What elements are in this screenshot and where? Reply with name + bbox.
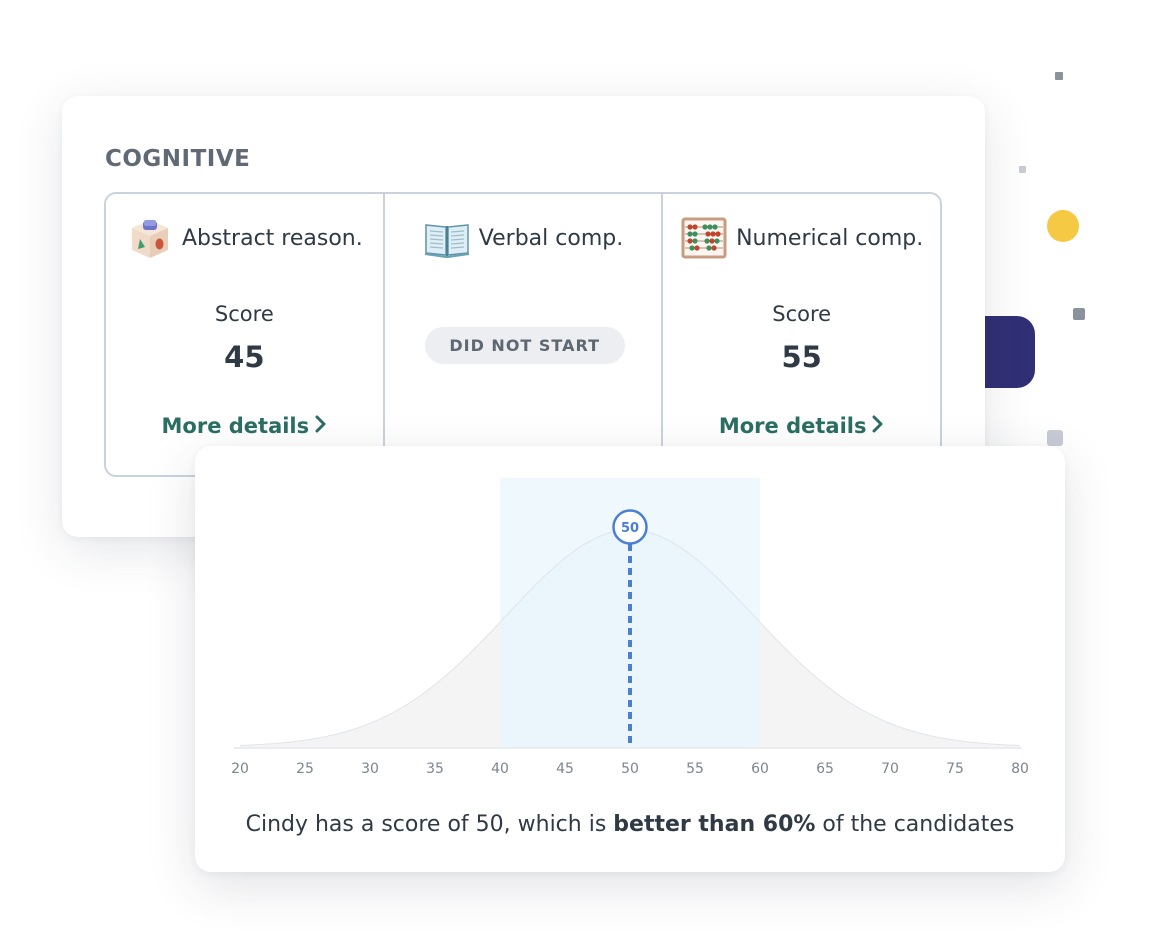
more-details-link[interactable]: More details <box>663 414 940 438</box>
x-tick-label: 20 <box>231 761 249 777</box>
result-caption: Cindy has a score of 50, which is better… <box>195 812 1065 837</box>
score-value: 45 <box>224 340 265 374</box>
score-marker-circle <box>612 509 648 545</box>
test-name: Verbal comp. <box>478 225 624 251</box>
x-tick-label: 50 <box>621 761 639 777</box>
caption-suffix: of the candidates <box>815 812 1015 837</box>
x-tick-label: 70 <box>881 761 899 777</box>
distribution-card: 20 25 30 35 40 45 50 55 60 65 70 75 80 50 Cindy has a… <box>195 446 1065 872</box>
decor-square <box>1073 308 1085 320</box>
test-name: Numerical comp. <box>736 225 924 251</box>
chevron-right-icon <box>315 414 327 438</box>
test-grid: Abstract reason. Score 45 More details <box>104 192 942 477</box>
distribution-area-highlight <box>500 530 760 747</box>
decor-square <box>1047 430 1063 446</box>
x-tick-label: 80 <box>1011 761 1029 777</box>
test-header: Verbal comp. <box>385 214 662 262</box>
test-header: Numerical comp. <box>663 214 940 262</box>
score-label: Score <box>214 302 274 326</box>
status-badge: DID NOT START <box>424 327 625 364</box>
decor-square <box>1019 166 1026 173</box>
open-book-icon <box>423 214 471 262</box>
test-header: Abstract reason. <box>106 214 383 262</box>
caption-highlight: better than 60% <box>613 812 816 837</box>
x-tick-label: 65 <box>816 761 834 777</box>
score-label: Score <box>772 302 832 326</box>
x-tick-label: 75 <box>946 761 964 777</box>
more-details-link[interactable]: More details <box>106 414 383 438</box>
x-tick-label: 55 <box>686 761 704 777</box>
score-marker-label: 50 <box>621 521 639 536</box>
section-title: COGNITIVE <box>105 146 251 172</box>
score-value: 55 <box>781 340 822 374</box>
decor-square <box>1055 72 1063 80</box>
abacus-icon <box>680 214 728 262</box>
test-verbal-comprehension: Verbal comp. DID NOT START <box>382 194 662 475</box>
test-name: Abstract reason. <box>181 225 363 251</box>
x-tick-label: 40 <box>491 761 509 777</box>
test-numerical-comprehension: Numerical comp. Score 55 More details <box>661 194 940 475</box>
more-details-label: More details <box>718 414 867 438</box>
x-tick-label: 35 <box>426 761 444 777</box>
chevron-right-icon <box>872 414 884 438</box>
x-tick-label: 60 <box>751 761 769 777</box>
x-tick-label: 45 <box>556 761 574 777</box>
caption-prefix: Cindy has a score of 50, which is <box>245 812 614 837</box>
shape-cube-icon <box>126 214 174 262</box>
x-tick-label: 30 <box>361 761 379 777</box>
test-abstract-reasoning: Abstract reason. Score 45 More details <box>106 194 383 475</box>
distribution-chart: 20 25 30 35 40 45 50 55 60 65 70 75 80 50 <box>231 478 1029 777</box>
more-details-label: More details <box>161 414 310 438</box>
x-tick-label: 25 <box>296 761 314 777</box>
decor-dot <box>1047 210 1079 242</box>
